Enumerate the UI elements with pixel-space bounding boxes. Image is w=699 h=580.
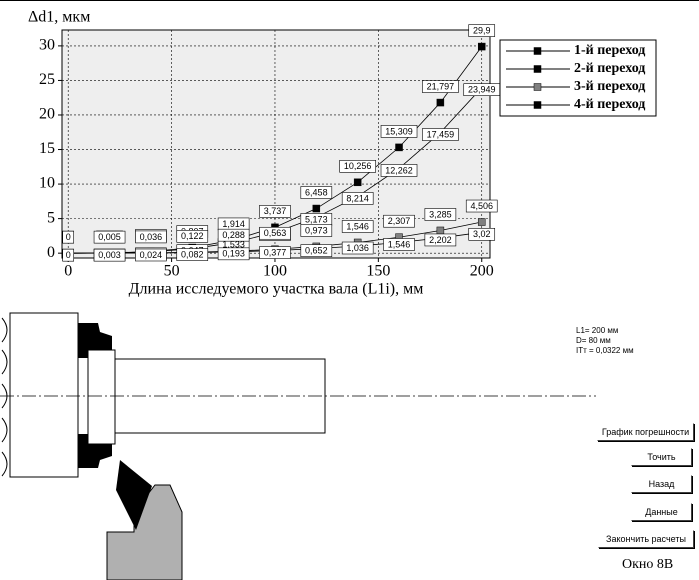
value-label: 5,173 <box>305 214 328 224</box>
legend-marker <box>534 102 541 109</box>
value-label: 17,459 <box>427 129 455 139</box>
chuck-arcs <box>2 318 7 476</box>
value-label: 0,377 <box>264 247 287 257</box>
window-label: Окно 8В <box>622 557 673 573</box>
marker <box>396 144 403 151</box>
marker <box>354 179 361 186</box>
value-label: 0,122 <box>181 231 204 241</box>
value-label: 0,024 <box>140 250 163 260</box>
button[interactable]: Закончить расчеты <box>598 530 694 548</box>
value-label: 0,082 <box>181 249 204 259</box>
value-label: 0,005 <box>98 232 121 242</box>
legend-label: 3-й переход <box>574 79 645 94</box>
value-label: 0,652 <box>305 246 328 256</box>
marker <box>313 205 320 212</box>
value-label: 12,262 <box>385 165 413 175</box>
x-tick-label: 0 <box>64 263 72 280</box>
value-label: 2,307 <box>388 216 411 226</box>
value-label: 8,214 <box>346 193 369 203</box>
value-label: 15,309 <box>385 126 413 136</box>
value-label: 10,256 <box>344 161 372 171</box>
y-tick-label: 20 <box>39 106 55 123</box>
marker <box>478 219 485 226</box>
value-label: 1,546 <box>388 239 411 249</box>
value-label: 0,288 <box>222 230 245 240</box>
chuck-body <box>10 313 78 477</box>
value-label: 0,973 <box>305 225 328 235</box>
value-label: 4,506 <box>470 201 493 211</box>
value-label: 21,797 <box>427 81 455 91</box>
marker <box>437 227 444 234</box>
parameter: L1= 200 мм <box>576 326 618 335</box>
y-tick-label: 25 <box>39 71 55 88</box>
legend-label: 4-й переход <box>574 97 645 112</box>
value-label: 3,737 <box>264 206 287 216</box>
value-label: 0,036 <box>140 232 163 242</box>
legend-marker <box>534 48 541 55</box>
value-label: 1,546 <box>346 221 369 231</box>
legend-label: 1-й переход <box>574 43 645 58</box>
y-tick-label: 10 <box>39 175 55 192</box>
window: 0 5 10 15 20 25 30 0 50 100 150 200 Δd1, мкм Длина ис… <box>0 0 699 580</box>
x-tick-label: 150 <box>366 263 390 280</box>
value-label: 0,193 <box>222 249 245 259</box>
value-label: 0,563 <box>264 228 287 238</box>
value-label: 23,949 <box>468 85 496 95</box>
value-label: 2,202 <box>429 235 452 245</box>
marker <box>478 43 485 50</box>
button[interactable]: График погрешности <box>597 423 694 441</box>
ring <box>88 350 115 444</box>
y-axis-title: Δd1, мкм <box>28 9 90 26</box>
y-tick-label: 0 <box>47 244 55 261</box>
value-label: 6,458 <box>305 187 328 197</box>
legend-marker <box>534 84 541 91</box>
value-label: 0,003 <box>98 250 121 260</box>
screen: 0 5 10 15 20 25 30 0 50 100 150 200 Δd1, мкм Длина ис… <box>0 0 699 580</box>
x-axis-title: Длина исследуемого участка вала (L1i), м… <box>129 281 424 298</box>
legend-marker <box>534 66 541 73</box>
x-tick-label: 100 <box>263 263 287 280</box>
value-label: 0 <box>66 232 71 242</box>
value-label: 3,02 <box>473 229 491 239</box>
x-tick-label: 50 <box>164 263 180 280</box>
legend-label: 2-й переход <box>574 61 645 76</box>
button[interactable]: Назад <box>631 475 692 493</box>
y-tick-label: 30 <box>39 37 55 54</box>
marker <box>437 99 444 106</box>
y-tick-label: 15 <box>39 140 55 157</box>
button[interactable]: Точить <box>631 448 692 466</box>
value-label: 1,036 <box>346 243 369 253</box>
parameter: ITт = 0,0322 мм <box>576 346 634 355</box>
button[interactable]: Данные <box>631 503 692 521</box>
value-label: 0 <box>66 250 71 260</box>
value-label: 3,285 <box>429 209 452 219</box>
parameter: D= 80 мм <box>576 336 611 345</box>
lathe-drawing <box>0 313 596 580</box>
y-tick-label: 5 <box>47 209 55 226</box>
value-label: 1,914 <box>222 219 245 229</box>
x-tick-label: 200 <box>470 263 494 280</box>
value-label: 29,9 <box>473 25 491 35</box>
